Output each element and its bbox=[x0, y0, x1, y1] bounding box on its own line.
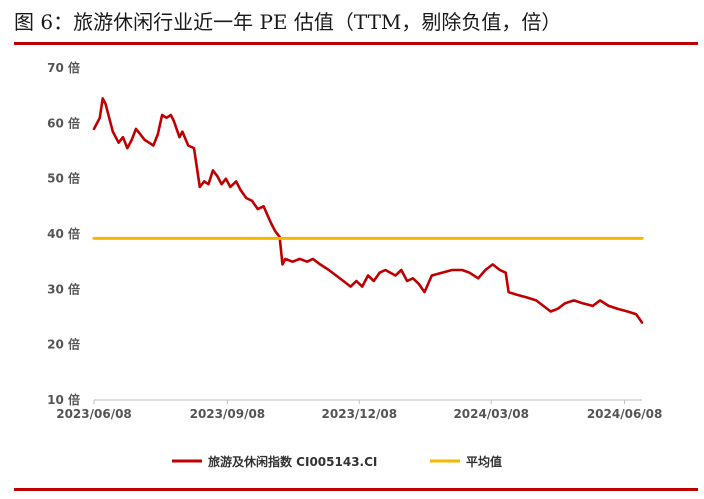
y-tick-label: 60 倍 bbox=[47, 115, 80, 130]
footer-rule bbox=[14, 488, 698, 491]
y-tick-label: 10 倍 bbox=[47, 392, 80, 407]
x-tick-label: 2023/06/08 bbox=[56, 407, 132, 421]
x-tick-label: 2023/09/08 bbox=[190, 407, 266, 421]
y-tick-label: 20 倍 bbox=[47, 337, 80, 352]
title-rule bbox=[14, 42, 698, 45]
legend-label-index: 旅游及休闲指数 CI005143.CI bbox=[208, 454, 377, 469]
y-tick-label: 30 倍 bbox=[47, 281, 80, 296]
legend: 旅游及休闲指数 CI005143.CI 平均值 bbox=[172, 454, 502, 469]
series-layer bbox=[92, 97, 644, 324]
x-tick-label: 2024/03/08 bbox=[453, 407, 529, 421]
legend-label-average: 平均值 bbox=[466, 454, 502, 469]
figure-title: 图 6：旅游休闲行业近一年 PE 估值（TTM，剔除负值，倍） bbox=[14, 10, 562, 34]
y-tick-label: 50 倍 bbox=[47, 171, 80, 186]
y-tick-label: 70 倍 bbox=[47, 60, 80, 75]
series-line-index bbox=[92, 97, 644, 324]
x-tick-label: 2023/12/08 bbox=[322, 407, 398, 421]
x-tick-label: 2024/06/08 bbox=[587, 407, 663, 421]
y-tick-label: 40 倍 bbox=[47, 226, 80, 241]
